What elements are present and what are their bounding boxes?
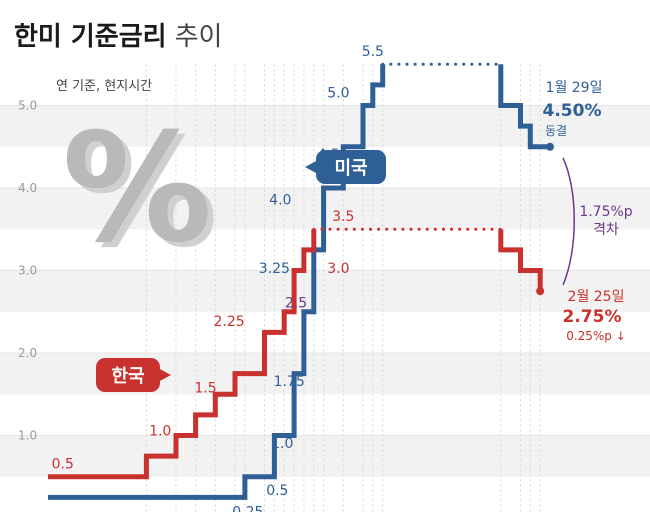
gap-annotation: 1.75%p 격차 bbox=[562, 157, 633, 286]
legend-us-badge: 미국 bbox=[305, 150, 386, 184]
kr-rate-label: 3.5 bbox=[332, 209, 354, 225]
us-current-rate: 4.50% bbox=[543, 101, 602, 121]
series-endpoint bbox=[536, 287, 545, 296]
kr-change: 0.25%p ↓ bbox=[566, 329, 626, 343]
kr-rate-label: 1.5 bbox=[194, 381, 216, 397]
y-tick-label: 1.0 bbox=[18, 429, 37, 443]
series-line bbox=[498, 229, 543, 292]
percent-symbol-decoration: % % bbox=[62, 102, 218, 281]
kr-rate-label: 1.0 bbox=[149, 424, 171, 440]
kr-current-rate: 2.75% bbox=[563, 307, 622, 327]
chart-title: 한미 기준금리 추이 bbox=[14, 22, 222, 52]
legend-kr-badge: 한국 bbox=[96, 358, 171, 392]
us-rate-label: 0.5 bbox=[266, 483, 288, 499]
series-endpoint bbox=[546, 142, 554, 151]
y-tick-label: 4.0 bbox=[18, 181, 37, 195]
us-rate-label: 1.0 bbox=[271, 436, 293, 452]
us-rate-label: 5.5 bbox=[362, 44, 384, 60]
gap-label: 격차 bbox=[593, 222, 619, 238]
us-date: 1월 29일 bbox=[546, 80, 603, 96]
kr-date: 2월 25일 bbox=[568, 289, 625, 305]
background-band bbox=[0, 105, 650, 147]
background-band bbox=[0, 435, 650, 477]
gap-value: 1.75%p bbox=[579, 204, 632, 220]
us-rate-label: 5.0 bbox=[327, 85, 349, 101]
title-bold: 한미 기준금리 bbox=[14, 22, 167, 52]
us-rate-label: 4.0 bbox=[269, 193, 291, 209]
kr-rate-label: 0.5 bbox=[52, 457, 74, 473]
legend-kr-label: 한국 bbox=[111, 366, 144, 387]
us-rate-label: 3.25 bbox=[259, 261, 290, 277]
y-tick-label: 2.0 bbox=[18, 346, 37, 360]
series-line bbox=[498, 64, 550, 150]
kr-series bbox=[48, 227, 545, 480]
svg-text:%: % bbox=[62, 102, 212, 276]
series-line bbox=[48, 229, 317, 480]
unit-note: 연 기준, 현지시간 bbox=[56, 79, 152, 94]
kr-rate-label: 2.25 bbox=[214, 314, 245, 330]
us-rate-label: 0.25 bbox=[232, 504, 263, 512]
y-tick-label: 3.0 bbox=[18, 264, 37, 278]
title-light: 추이 bbox=[175, 22, 223, 52]
us-rate-label: 1.75 bbox=[274, 374, 305, 390]
series-layer bbox=[48, 62, 554, 500]
legend-us-label: 미국 bbox=[334, 158, 367, 179]
svg-text:%: % bbox=[68, 107, 218, 281]
y-axis: 1.0 2.0 3.0 4.0 5.0 bbox=[18, 99, 37, 443]
y-tick-label: 5.0 bbox=[18, 99, 37, 113]
kr-rate-label: 3.0 bbox=[327, 261, 349, 277]
us-status: 동결 bbox=[545, 124, 567, 138]
us-annotation: 1월 29일 4.50% 동결 bbox=[543, 80, 603, 138]
us-rate-label: 2.5 bbox=[285, 296, 307, 312]
kr-annotation: 2월 25일 2.75% 0.25%p ↓ bbox=[563, 289, 626, 343]
